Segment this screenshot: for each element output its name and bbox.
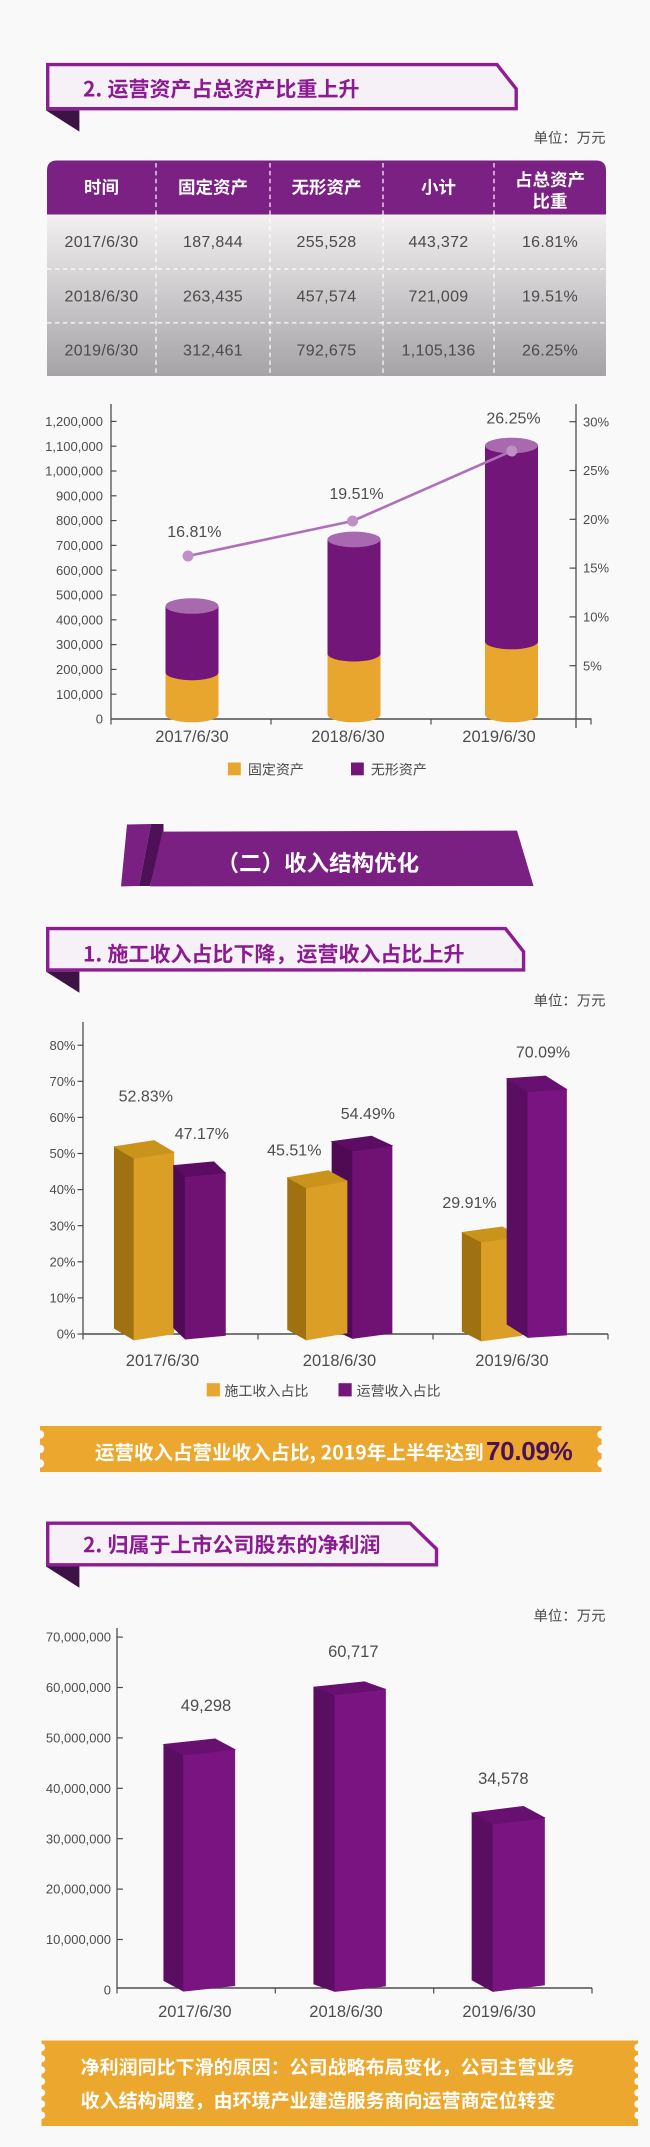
svg-text:100,000: 100,000 [56,687,103,702]
svg-text:26.25%: 26.25% [486,410,540,427]
svg-text:60,000,000: 60,000,000 [46,1680,111,1695]
svg-text:2017/6/30: 2017/6/30 [155,728,228,746]
svg-text:70.09%: 70.09% [516,1044,570,1061]
svg-text:60%: 60% [49,1110,75,1125]
svg-text:45.51%: 45.51% [267,1142,321,1159]
svg-text:70%: 70% [49,1074,75,1089]
svg-text:792,675: 792,675 [297,342,357,359]
svg-text:40,000,000: 40,000,000 [46,1781,111,1796]
svg-text:30%: 30% [583,414,609,429]
svg-text:0: 0 [104,1983,111,1998]
svg-text:263,435: 263,435 [183,289,243,306]
svg-text:2018/6/30: 2018/6/30 [309,2003,382,2021]
svg-text:2019/6/30: 2019/6/30 [65,342,139,359]
svg-text:15%: 15% [583,561,609,576]
svg-text:16.81%: 16.81% [167,524,221,541]
svg-text:255,528: 255,528 [297,234,357,251]
svg-text:500,000: 500,000 [56,588,103,603]
svg-text:30,000,000: 30,000,000 [46,1831,111,1846]
svg-text:200,000: 200,000 [56,662,103,677]
svg-text:10%: 10% [49,1291,75,1306]
svg-text:25%: 25% [583,463,609,478]
svg-text:20%: 20% [49,1254,75,1269]
svg-text:20%: 20% [583,512,609,527]
svg-text:2019/6/30: 2019/6/30 [462,728,535,746]
svg-text:20,000,000: 20,000,000 [46,1882,111,1897]
svg-text:600,000: 600,000 [56,563,103,578]
svg-text:29.91%: 29.91% [442,1195,496,1212]
svg-text:721,009: 721,009 [409,289,469,306]
svg-text:187,844: 187,844 [183,234,243,251]
svg-text:47.17%: 47.17% [175,1126,229,1143]
svg-text:70.09%: 70.09% [486,1436,573,1466]
svg-text:443,372: 443,372 [409,234,469,251]
svg-text:10%: 10% [583,610,609,625]
svg-text:457,574: 457,574 [297,289,357,306]
svg-text:54.49%: 54.49% [341,1106,395,1123]
svg-text:300,000: 300,000 [56,637,103,652]
svg-text:2018/6/30: 2018/6/30 [311,728,384,746]
svg-text:2017/6/30: 2017/6/30 [126,1352,199,1370]
svg-text:312,461: 312,461 [183,342,243,359]
svg-text:26.25%: 26.25% [522,342,578,359]
svg-text:10,000,000: 10,000,000 [46,1932,111,1947]
svg-text:1,100,000: 1,100,000 [45,439,103,454]
svg-text:2019/6/30: 2019/6/30 [475,1352,548,1370]
svg-text:2017/6/30: 2017/6/30 [65,234,139,251]
svg-text:2019/6/30: 2019/6/30 [462,2003,535,2021]
svg-text:50%: 50% [49,1146,75,1161]
svg-text:400,000: 400,000 [56,612,103,627]
svg-text:34,578: 34,578 [478,1770,528,1788]
svg-text:19.51%: 19.51% [522,289,578,306]
svg-text:800,000: 800,000 [56,513,103,528]
svg-text:30%: 30% [49,1218,75,1233]
svg-text:52.83%: 52.83% [119,1089,173,1106]
svg-text:80%: 80% [49,1038,75,1053]
svg-text:900,000: 900,000 [56,488,103,503]
svg-text:19.51%: 19.51% [329,486,383,503]
svg-text:0: 0 [96,712,103,727]
svg-text:60,717: 60,717 [328,1643,378,1661]
svg-text:1,105,136: 1,105,136 [402,342,476,359]
svg-text:2018/6/30: 2018/6/30 [65,289,139,306]
svg-text:1,000,000: 1,000,000 [45,464,103,479]
svg-text:1,200,000: 1,200,000 [45,414,103,429]
svg-text:2017/6/30: 2017/6/30 [158,2003,231,2021]
svg-text:50,000,000: 50,000,000 [46,1731,111,1746]
svg-text:5%: 5% [583,658,602,673]
svg-text:40%: 40% [49,1182,75,1197]
svg-text:700,000: 700,000 [56,538,103,553]
svg-text:70,000,000: 70,000,000 [46,1630,111,1645]
svg-text:16.81%: 16.81% [522,234,578,251]
svg-text:0%: 0% [57,1327,76,1342]
svg-text:2018/6/30: 2018/6/30 [303,1352,376,1370]
svg-text:49,298: 49,298 [181,1697,231,1715]
